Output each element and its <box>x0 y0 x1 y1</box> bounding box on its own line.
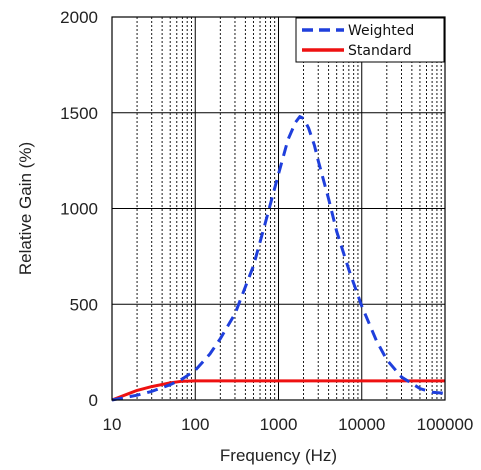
y-tick-label: 0 <box>89 391 98 410</box>
legend-label-standard: Standard <box>348 43 412 59</box>
x-tick-label: 1000 <box>260 415 298 434</box>
x-tick-label: 10 <box>103 415 122 434</box>
y-tick-label: 1000 <box>60 200 98 219</box>
y-tick-label: 1500 <box>60 104 98 123</box>
y-tick-label: 2000 <box>60 8 98 27</box>
ticks: 10 100 1000 10000 100000 0 500 1000 1500 2000 <box>60 8 473 434</box>
legend: Weighted Standard <box>295 17 445 63</box>
series-layer <box>111 115 446 402</box>
series-weighted-line <box>111 115 446 402</box>
grid <box>112 17 445 400</box>
series-standard-line <box>111 379 445 402</box>
x-tick-label: 10000 <box>338 415 385 434</box>
plot-frame <box>111 16 446 401</box>
legend-label-weighted: Weighted <box>348 23 414 39</box>
legend-box <box>295 17 445 63</box>
x-axis-label: Frequency (Hz) <box>220 446 337 465</box>
y-tick-label: 500 <box>70 295 98 314</box>
x-tick-label: 100000 <box>417 415 474 434</box>
x-tick-label: 100 <box>181 415 209 434</box>
y-axis-label: Relative Gain (%) <box>16 142 35 275</box>
